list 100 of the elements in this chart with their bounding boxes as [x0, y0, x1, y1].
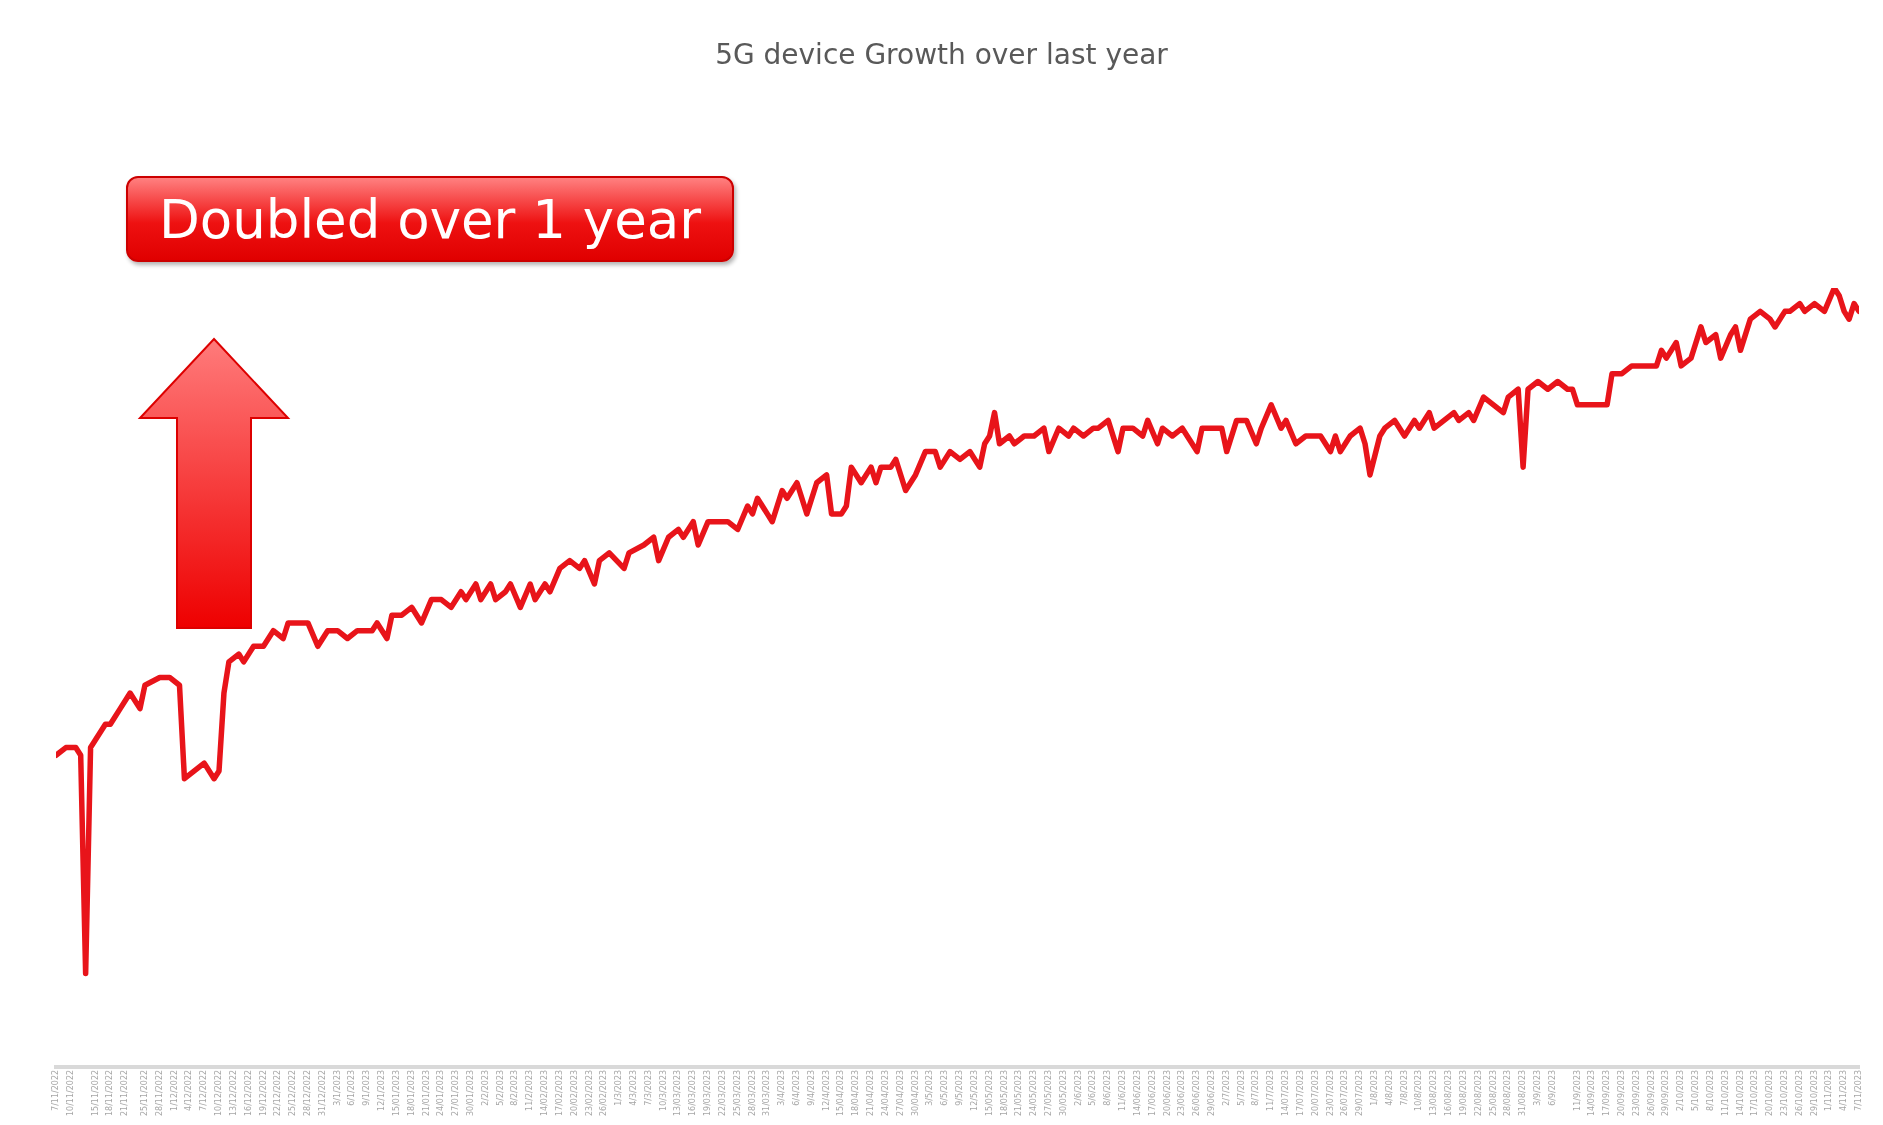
x-tick-label: 3/4/2023 [777, 1069, 787, 1106]
x-tick-label: 3/5/2023 [925, 1069, 935, 1106]
x-tick-label: 15/05/2023 [984, 1069, 994, 1116]
x-tick-label: 8/6/2023 [1103, 1069, 1113, 1106]
x-tick-label: 20/07/2023 [1310, 1069, 1320, 1116]
x-tick-label: 4/12/2022 [184, 1069, 194, 1111]
x-tick-label: 26/02/2023 [599, 1069, 609, 1116]
x-tick-label: 11/2/2023 [525, 1069, 535, 1111]
x-tick-label: 17/07/2023 [1295, 1069, 1305, 1116]
x-tick-label: 20/06/2023 [1162, 1069, 1172, 1116]
x-tick-label: 31/12/2022 [317, 1069, 327, 1116]
chart-title: 5G device Growth over last year [714, 38, 1169, 71]
x-tick-label: 29/10/2023 [1809, 1069, 1819, 1116]
x-tick-label: 2/2/2023 [480, 1069, 490, 1106]
x-tick-label: 7/11/2022 [51, 1069, 61, 1111]
x-tick-label: 4/3/2023 [629, 1069, 639, 1106]
x-tick-label: 20/09/2023 [1616, 1069, 1626, 1116]
x-tick-label: 15/01/2023 [391, 1069, 401, 1116]
x-tick-label: 29/09/2023 [1661, 1069, 1671, 1116]
x-tick-label: 28/03/2023 [747, 1069, 757, 1116]
x-tick-label: 4/8/2023 [1384, 1069, 1394, 1106]
x-tick-label: 13/03/2023 [673, 1069, 683, 1116]
x-tick-label: 20/10/2023 [1765, 1069, 1775, 1116]
x-tick-label: 8/10/2023 [1705, 1069, 1715, 1111]
x-tick-label: 24/04/2023 [880, 1069, 890, 1116]
x-tick-label: 7/11/2023 [1854, 1069, 1864, 1111]
x-tick-label: 26/07/2023 [1340, 1069, 1350, 1116]
x-tick-label: 5/6/2023 [1088, 1069, 1098, 1106]
x-tick-label: 14/09/2023 [1587, 1069, 1597, 1116]
x-tick-label: 15/11/2022 [90, 1069, 100, 1116]
x-tick-label: 1/12/2022 [169, 1069, 179, 1111]
x-tick-label: 13/12/2022 [228, 1069, 238, 1116]
x-tick-label: 23/09/2023 [1631, 1069, 1641, 1116]
x-tick-label: 30/01/2023 [466, 1069, 476, 1116]
x-tick-label: 10/8/2023 [1414, 1069, 1424, 1111]
x-tick-label: 29/06/2023 [1206, 1069, 1216, 1116]
x-tick-label: 24/01/2023 [436, 1069, 446, 1116]
x-tick-label: 25/11/2022 [139, 1069, 149, 1116]
x-tick-label: 25/08/2023 [1488, 1069, 1498, 1116]
x-tick-label: 18/01/2023 [406, 1069, 416, 1116]
x-tick-label: 1/3/2023 [614, 1069, 624, 1106]
x-tick-label: 23/07/2023 [1325, 1069, 1335, 1116]
x-tick-label: 18/05/2023 [999, 1069, 1009, 1116]
x-tick-label: 31/08/2023 [1518, 1069, 1528, 1116]
x-tick-label: 6/4/2023 [792, 1069, 802, 1106]
x-tick-label: 28/12/2022 [303, 1069, 312, 1116]
x-tick-label: 10/12/2022 [214, 1069, 224, 1116]
x-tick-label: 28/08/2023 [1503, 1069, 1513, 1116]
x-tick-label: 21/11/2022 [120, 1069, 130, 1116]
x-tick-label: 8/2/2023 [510, 1069, 520, 1106]
x-tick-label: 6/9/2023 [1547, 1069, 1557, 1106]
x-tick-label: 20/02/2023 [569, 1069, 579, 1116]
x-tick-label: 11/6/2023 [1118, 1069, 1128, 1111]
x-tick-label: 17/06/2023 [1147, 1069, 1157, 1116]
x-tick-label: 16/03/2023 [688, 1069, 698, 1116]
x-tick-label: 25/12/2022 [288, 1069, 298, 1116]
x-tick-label: 28/11/2022 [154, 1069, 164, 1116]
x-tick-label: 21/04/2023 [866, 1069, 876, 1116]
x-tick-label: 19/03/2023 [703, 1069, 713, 1116]
x-tick-label: 25/03/2023 [732, 1069, 742, 1116]
x-tick-label: 21/05/2023 [1014, 1069, 1024, 1116]
x-tick-label: 5/2/2023 [495, 1069, 505, 1106]
x-tick-label: 22/12/2022 [273, 1069, 283, 1116]
x-tick-label: 27/05/2023 [1043, 1069, 1053, 1116]
x-tick-label: 5/10/2023 [1691, 1069, 1701, 1111]
x-tick-label: 27/04/2023 [895, 1069, 905, 1116]
x-tick-label: 14/10/2023 [1735, 1069, 1745, 1116]
x-tick-label: 18/04/2023 [851, 1069, 861, 1116]
x-tick-label: 2/7/2023 [1221, 1069, 1231, 1106]
x-tick-label: 7/8/2023 [1399, 1069, 1409, 1106]
x-tick-label: 29/07/2023 [1355, 1069, 1365, 1116]
x-tick-label: 12/5/2023 [969, 1069, 979, 1111]
x-tick-label: 11/9/2023 [1572, 1069, 1582, 1111]
x-tick-label: 31/03/2023 [762, 1069, 772, 1116]
x-tick-label: 22/08/2023 [1473, 1069, 1483, 1116]
x-tick-label: 11/7/2023 [1266, 1069, 1276, 1111]
x-tick-label: 12/4/2023 [821, 1069, 831, 1111]
x-tick-label: 15/04/2023 [836, 1069, 846, 1116]
x-tick-label: 3/1/2023 [332, 1069, 342, 1106]
x-tick-label: 10/11/2022 [65, 1069, 75, 1116]
x-tick-label: 5/7/2023 [1236, 1069, 1246, 1106]
x-tick-label: 22/03/2023 [717, 1069, 727, 1116]
x-tick-label: 16/08/2023 [1444, 1069, 1454, 1116]
x-tick-label: 30/05/2023 [1058, 1069, 1068, 1116]
x-tick-label: 23/02/2023 [584, 1069, 594, 1116]
x-tick-label: 2/6/2023 [1073, 1069, 1083, 1106]
x-tick-label: 7/12/2022 [199, 1069, 209, 1111]
x-tick-label: 23/10/2023 [1779, 1069, 1789, 1116]
x-tick-label: 17/10/2023 [1750, 1069, 1760, 1116]
x-tick-label: 1/8/2023 [1369, 1069, 1379, 1106]
x-tick-label: 4/11/2023 [1839, 1069, 1849, 1111]
x-tick-label: 26/09/2023 [1646, 1069, 1656, 1116]
x-tick-label: 6/5/2023 [940, 1069, 950, 1106]
x-tick-label: 6/1/2023 [347, 1069, 357, 1106]
x-tick-label: 9/4/2023 [806, 1069, 816, 1106]
x-tick-label: 14/06/2023 [1132, 1069, 1142, 1116]
x-tick-label: 27/01/2023 [451, 1069, 461, 1116]
x-tick-label: 8/7/2023 [1251, 1069, 1261, 1106]
x-tick-label: 11/10/2023 [1720, 1069, 1730, 1116]
x-tick-label: 30/04/2023 [910, 1069, 920, 1116]
